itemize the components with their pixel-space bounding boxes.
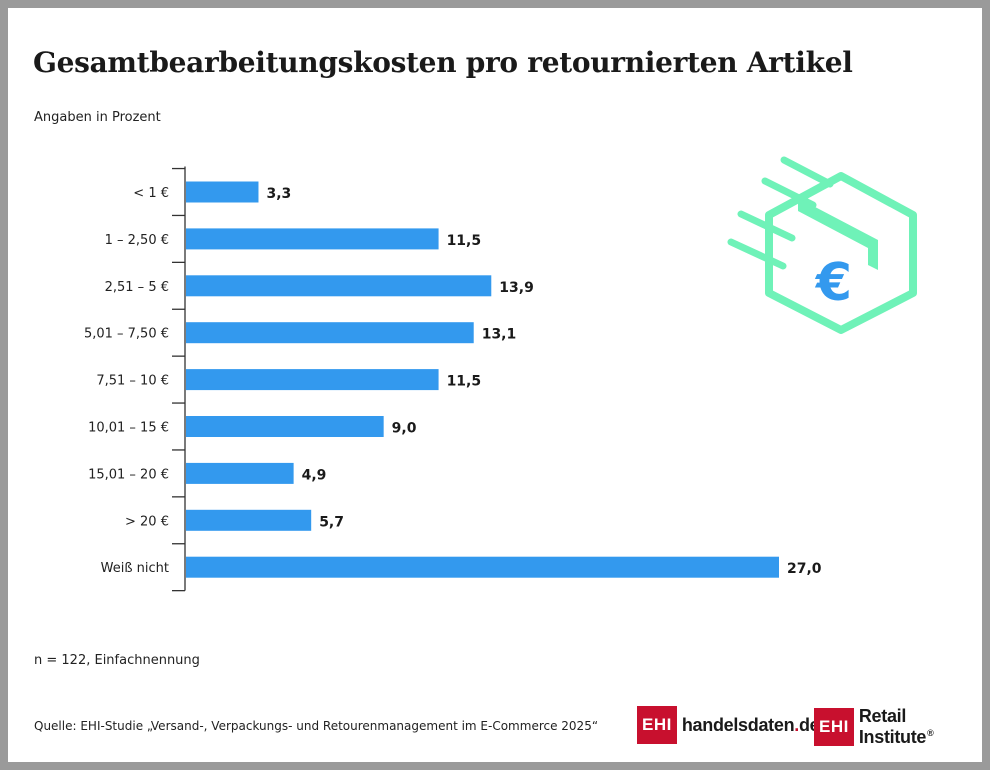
euro-symbol: € — [815, 253, 852, 313]
logo-text-retail-main: Retail Institute — [858, 706, 927, 747]
handelsdaten-logo: EHI handelsdaten.de — [637, 706, 820, 744]
bar-0 — [186, 181, 259, 203]
category-label-3: 5,01 – 7,50 € — [84, 327, 169, 342]
bar-7 — [186, 509, 312, 531]
logo-box-ehi: EHI — [637, 706, 677, 744]
category-label-7: > 20 € — [125, 514, 169, 529]
value-label-8: 27,0 — [787, 561, 822, 577]
bar-5 — [186, 416, 384, 437]
value-label-1: 11,5 — [447, 233, 482, 249]
logo-text-retail: Retail Institute® — [859, 706, 982, 748]
bar-2 — [186, 275, 492, 297]
bars-layer: < 1 € 3,3 1 – 2,50 € 11,5 2,51 – 5 € 13,9 5,01… — [84, 166, 822, 592]
euro-package-icon: € — [727, 156, 917, 334]
category-label-8: Weiß nicht — [101, 561, 169, 576]
bar-3 — [186, 322, 474, 344]
sample-note: n = 122, Einfachnennung — [34, 653, 200, 668]
logo-box-ehi-2: EHI — [814, 708, 854, 746]
bar-4 — [186, 369, 439, 391]
value-label-6: 4,9 — [302, 467, 327, 483]
registered-mark: ® — [927, 728, 934, 738]
value-label-3: 13,1 — [482, 327, 517, 343]
category-label-1: 1 – 2,50 € — [105, 233, 169, 248]
bar-1 — [186, 228, 439, 250]
chart-subtitle: Angaben in Prozent — [34, 110, 161, 125]
category-label-2: 2,51 – 5 € — [105, 280, 169, 295]
logo-dot: . — [794, 714, 799, 735]
bar-8 — [186, 556, 779, 578]
bar-chart: < 1 € 3,3 1 – 2,50 € 11,5 2,51 – 5 € 13,9 5,01… — [84, 156, 917, 592]
value-label-4: 11,5 — [447, 374, 482, 390]
value-label-2: 13,9 — [499, 280, 534, 296]
category-label-0: < 1 € — [133, 186, 169, 201]
retail-institute-logo: EHI Retail Institute® — [814, 706, 982, 748]
value-label-7: 5,7 — [319, 514, 344, 530]
value-label-5: 9,0 — [392, 421, 417, 437]
category-label-5: 10,01 – 15 € — [88, 421, 169, 436]
bar-6 — [186, 462, 294, 484]
logo-text-main: handelsdaten — [681, 714, 795, 735]
category-label-6: 15,01 – 20 € — [88, 467, 169, 482]
value-label-0: 3,3 — [266, 186, 291, 202]
chart-card: Gesamtbearbeitungskosten pro retourniert… — [8, 8, 982, 762]
category-label-4: 7,51 – 10 € — [96, 374, 169, 389]
chart-title: Gesamtbearbeitungskosten pro retourniert… — [33, 46, 853, 79]
logo-text-handelsdaten: handelsdaten.de — [682, 715, 820, 736]
source-line: Quelle: EHI-Studie „Versand-, Verpackung… — [34, 719, 599, 733]
